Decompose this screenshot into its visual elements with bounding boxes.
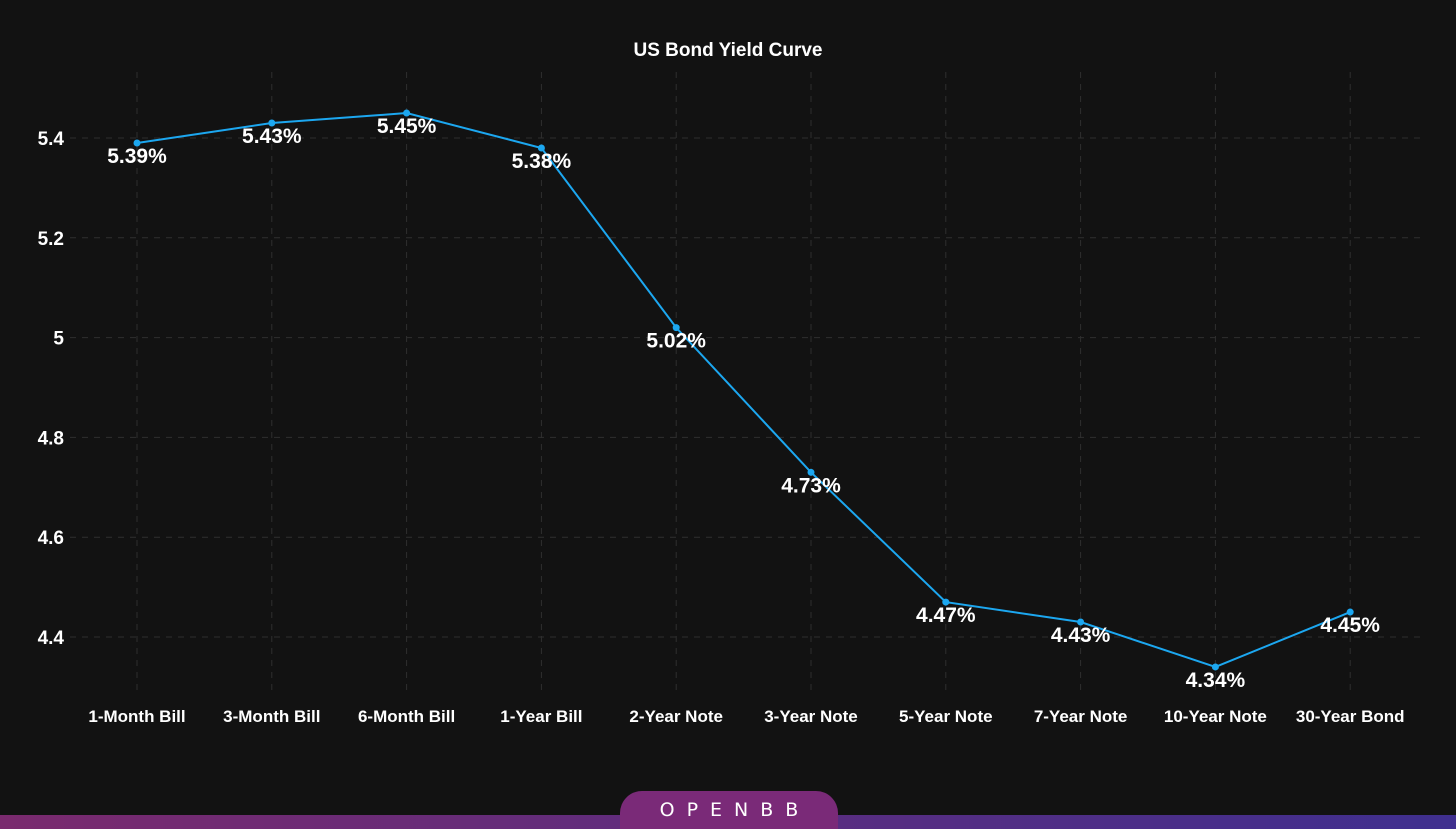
y-tick-label: 5.4 (38, 129, 65, 150)
data-label: 4.45% (1320, 614, 1380, 637)
y-axis-ticks: 4.4 4.6 4.8 5 5.2 5.4 (38, 129, 65, 649)
x-tick-label: 7-Year Note (1034, 707, 1128, 726)
data-label: 5.02% (646, 330, 706, 353)
series-line (136, 112, 1351, 669)
x-tick-label: 30-Year Bond (1296, 707, 1405, 726)
data-points-layer (133, 109, 1354, 671)
data-point[interactable] (1211, 663, 1219, 671)
data-label: 5.39% (107, 145, 167, 168)
brand-tab: OPENBB (620, 791, 838, 829)
data-point[interactable] (807, 468, 815, 476)
x-tick-label: 3-Year Note (764, 707, 858, 726)
data-label: 4.43% (1051, 624, 1111, 647)
y-tick-label: 5.2 (38, 229, 64, 250)
data-label: 5.43% (242, 125, 302, 148)
data-point[interactable] (268, 119, 276, 127)
chart-title: US Bond Yield Curve (634, 40, 823, 61)
x-tick-label: 2-Year Note (629, 707, 723, 726)
data-point[interactable] (1077, 618, 1085, 626)
data-label: 4.73% (781, 474, 841, 497)
x-tick-label: 5-Year Note (899, 707, 993, 726)
data-label: 4.34% (1186, 669, 1246, 692)
x-tick-label: 6-Month Bill (358, 707, 455, 726)
data-label: 5.38% (512, 150, 572, 173)
y-tick-label: 4.4 (38, 628, 65, 649)
data-point[interactable] (1346, 608, 1354, 616)
y-tick-label: 4.6 (38, 528, 64, 549)
data-labels-layer: 5.39% 5.43% 5.45% 5.38% 5.02% 4.73% 4.47% 4.43%… (107, 115, 1380, 692)
x-tick-label: 1-Year Bill (500, 707, 582, 726)
series-line-layer (136, 112, 1351, 669)
data-point[interactable] (672, 324, 680, 332)
data-point[interactable] (133, 139, 141, 147)
y-tick-label: 4.8 (38, 428, 64, 449)
data-point[interactable] (942, 598, 950, 606)
data-point[interactable] (403, 109, 411, 117)
x-tick-label: 1-Month Bill (88, 707, 185, 726)
x-tick-label: 10-Year Note (1164, 707, 1267, 726)
grid-layer (70, 72, 1420, 690)
data-label: 4.47% (916, 604, 976, 627)
y-tick-label: 5 (53, 329, 64, 350)
x-axis-ticks: 1-Month Bill 3-Month Bill 6-Month Bill 1-Ye… (88, 707, 1404, 726)
x-tick-label: 3-Month Bill (223, 707, 320, 726)
data-point[interactable] (537, 144, 545, 152)
data-label: 5.45% (377, 115, 437, 138)
openbb-logo-text: OPENBB (659, 799, 811, 821)
